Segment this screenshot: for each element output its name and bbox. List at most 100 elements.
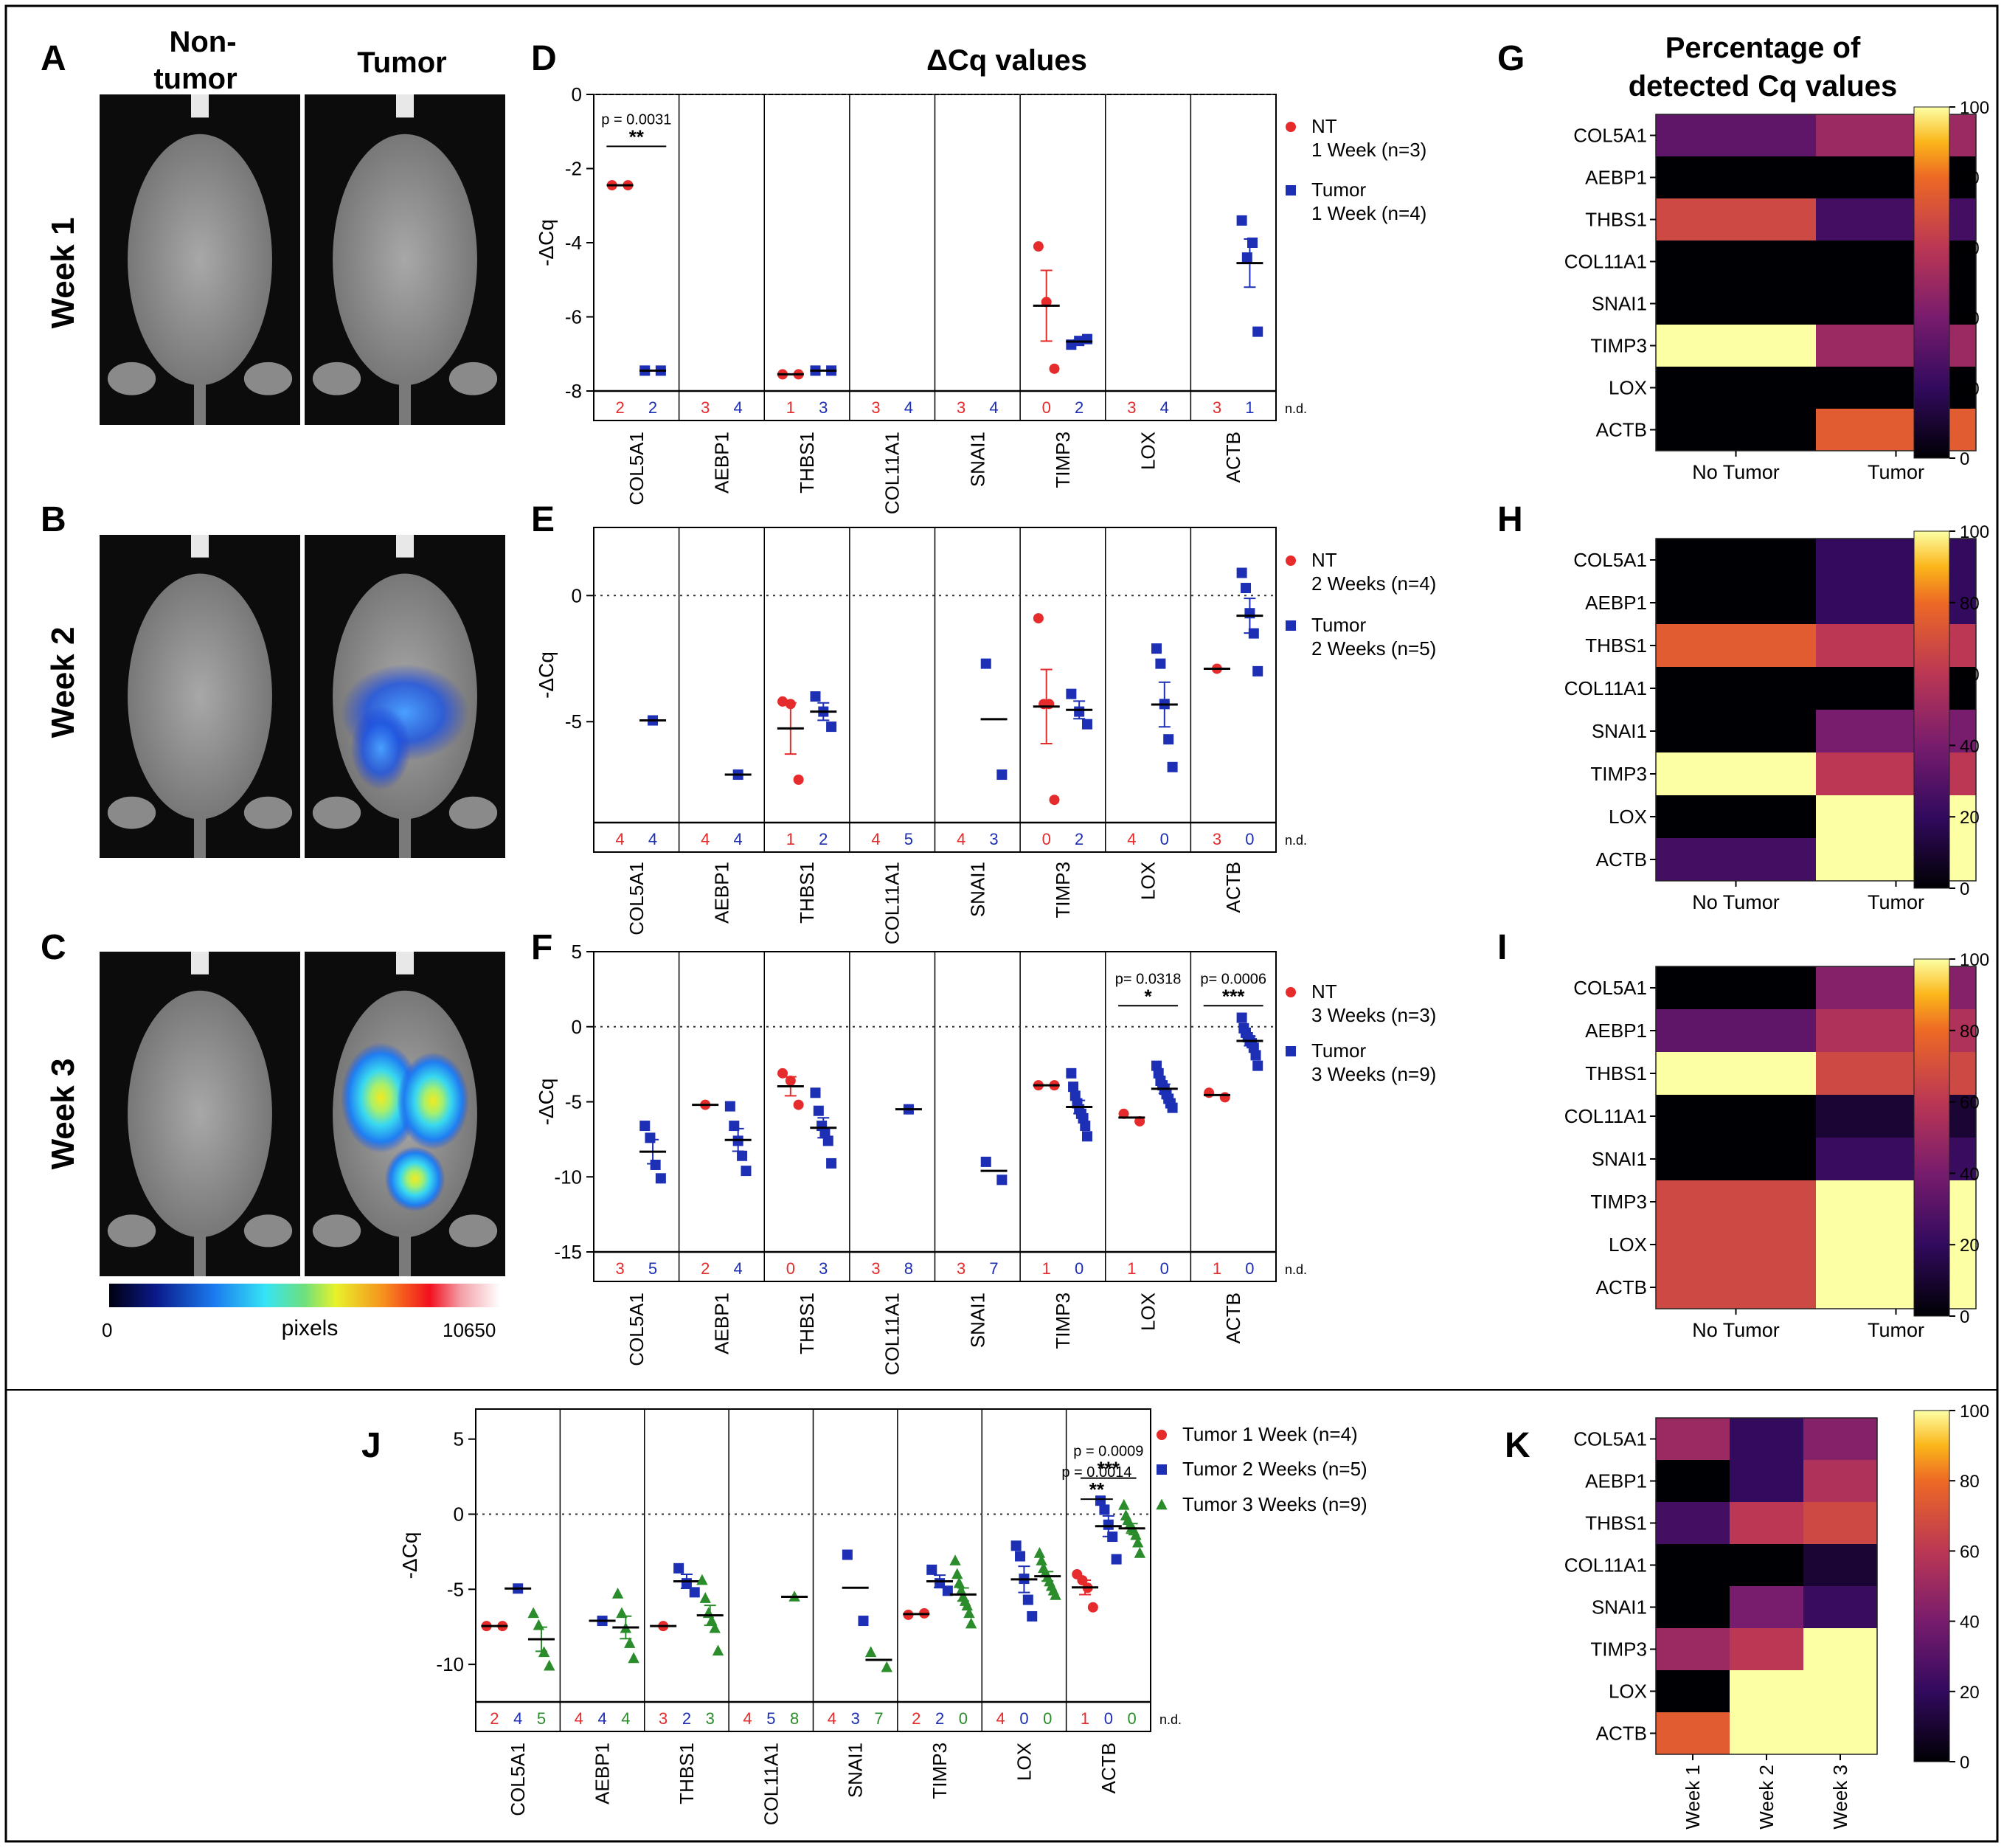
panel-label-a: A bbox=[41, 39, 66, 78]
mouse-leg bbox=[107, 1214, 156, 1247]
data-point bbox=[1081, 719, 1092, 730]
nd-count: 0 bbox=[1160, 830, 1169, 848]
nd-count: 5 bbox=[766, 1709, 775, 1728]
heatmap-row-label: SNAI1 bbox=[1592, 720, 1647, 742]
mouse-tail bbox=[399, 812, 411, 858]
heatmap-row-label: THBS1 bbox=[1585, 1512, 1647, 1534]
category-label: TIMP3 bbox=[1052, 432, 1074, 488]
p-value-label: p = 0.0031 bbox=[601, 111, 671, 128]
nd-count: 4 bbox=[513, 1709, 522, 1728]
nd-count: 3 bbox=[989, 830, 998, 848]
heatmap-cell bbox=[1816, 838, 1976, 881]
mouse-nosecone bbox=[396, 952, 414, 975]
data-point bbox=[1010, 1540, 1022, 1551]
colorbar-tick-label: 20 bbox=[1960, 1236, 1980, 1256]
data-point bbox=[1049, 363, 1060, 374]
data-point bbox=[1236, 1012, 1247, 1023]
heatmap-row-label: COL11A1 bbox=[1564, 1554, 1647, 1577]
heatmap-cell bbox=[1656, 1009, 1816, 1052]
nd-count: 3 bbox=[659, 1709, 668, 1728]
nd-count: 0 bbox=[959, 1709, 968, 1728]
dcq-title: ΔCq values bbox=[926, 44, 1087, 77]
heatmap-cell bbox=[1656, 966, 1816, 1009]
data-point bbox=[793, 1099, 804, 1110]
legend-label: Tumor 3 Weeks (n=9) bbox=[1182, 1493, 1367, 1515]
nd-count: 3 bbox=[871, 398, 880, 417]
data-point bbox=[926, 1564, 937, 1575]
heatmap-cell bbox=[1656, 838, 1816, 881]
y-tick-label: -6 bbox=[565, 306, 582, 328]
category-label: THBS1 bbox=[796, 1292, 818, 1354]
category-label: SNAI1 bbox=[966, 862, 988, 917]
data-point bbox=[826, 721, 837, 733]
heatmap-I: COL5A1 AEBP1 THBS1 COL11A1 SNAI1 TIMP3 LOX ACTB… bbox=[1564, 950, 1989, 1341]
y-tick-label: 5 bbox=[454, 1428, 464, 1450]
nd-count: 3 bbox=[1213, 398, 1221, 417]
data-point bbox=[1068, 1082, 1079, 1093]
data-point bbox=[1015, 1551, 1026, 1562]
data-point bbox=[1134, 1115, 1145, 1127]
mouse-body bbox=[128, 990, 272, 1238]
data-point bbox=[996, 769, 1008, 781]
category-label: AEBP1 bbox=[710, 862, 732, 924]
heatmap-cell bbox=[1656, 1223, 1816, 1266]
data-point bbox=[1036, 1554, 1047, 1565]
data-point bbox=[965, 1617, 977, 1629]
nd-label: n.d. bbox=[1285, 833, 1307, 848]
nd-count: 3 bbox=[706, 1709, 715, 1728]
colorbar-tick-label: 0 bbox=[1960, 1307, 1969, 1327]
mouse-leg bbox=[107, 361, 156, 395]
data-point bbox=[1118, 1108, 1129, 1119]
data-point bbox=[1050, 1589, 1061, 1600]
p-value-label: p = 0.0014 bbox=[1061, 1464, 1131, 1481]
category-label: THBS1 bbox=[676, 1743, 698, 1804]
heatmap-cell bbox=[1656, 198, 1816, 240]
significance-stars: *** bbox=[1222, 985, 1245, 1007]
colorbar-tick-label: 40 bbox=[1960, 736, 1980, 756]
nd-count: 1 bbox=[1213, 1259, 1221, 1278]
category-label: COL5A1 bbox=[625, 432, 648, 505]
heatmap-cell bbox=[1656, 1670, 1730, 1712]
heatmap-cell bbox=[1656, 325, 1816, 367]
heatmap-cell bbox=[1730, 1628, 1803, 1670]
heatmap-col-label: No Tumor bbox=[1692, 891, 1780, 913]
colorbar bbox=[1913, 1410, 1950, 1762]
legend-label: Tumor bbox=[1311, 614, 1366, 636]
nd-count: 1 bbox=[786, 398, 795, 417]
heatmap-row-label: COL5A1 bbox=[1573, 125, 1647, 147]
heatmap-cell bbox=[1730, 1502, 1803, 1544]
category-label: LOX bbox=[1137, 432, 1159, 470]
nd-count: 1 bbox=[1081, 1709, 1089, 1728]
heatmap-cell bbox=[1730, 1544, 1803, 1586]
nd-count: 5 bbox=[904, 830, 913, 848]
heatmap-cell bbox=[1730, 1418, 1803, 1460]
colorbar bbox=[1913, 106, 1950, 459]
y-tick-label: 5 bbox=[572, 941, 582, 963]
heatmap-H: COL5A1 AEBP1 THBS1 COL11A1 SNAI1 TIMP3 LOX ACTB… bbox=[1564, 522, 1989, 913]
mouse-nosecone bbox=[396, 535, 414, 558]
nd-count: 0 bbox=[1245, 830, 1254, 848]
colorbar-tick-label: 60 bbox=[1960, 1093, 1980, 1113]
data-point bbox=[709, 1622, 721, 1633]
nd-count: 3 bbox=[1213, 830, 1221, 848]
heatmap-row-label: ACTB bbox=[1596, 1276, 1647, 1298]
data-point bbox=[1241, 252, 1252, 263]
heatmap-cell bbox=[1730, 1670, 1803, 1712]
y-tick-label: 0 bbox=[572, 1016, 582, 1038]
nd-count: 0 bbox=[1245, 1259, 1254, 1278]
heatmap-col-label: Tumor bbox=[1868, 461, 1924, 483]
nd-label: n.d. bbox=[1285, 401, 1307, 416]
mouse-leg bbox=[243, 796, 293, 829]
panel-label-d: D bbox=[531, 39, 557, 78]
significance-stars: * bbox=[1145, 985, 1153, 1007]
data-point bbox=[996, 1174, 1008, 1186]
nd-count: 3 bbox=[615, 1259, 624, 1278]
category-label: AEBP1 bbox=[592, 1743, 614, 1804]
legend-marker bbox=[1157, 1464, 1167, 1475]
mouse-image-week3-tumor bbox=[305, 952, 505, 1276]
colorbar-tick-label: 60 bbox=[1960, 1542, 1980, 1562]
data-point bbox=[1033, 1547, 1046, 1558]
mouse-nosecone bbox=[396, 94, 414, 118]
data-point bbox=[881, 1661, 892, 1672]
heatmap-row-label: LOX bbox=[1609, 377, 1647, 399]
